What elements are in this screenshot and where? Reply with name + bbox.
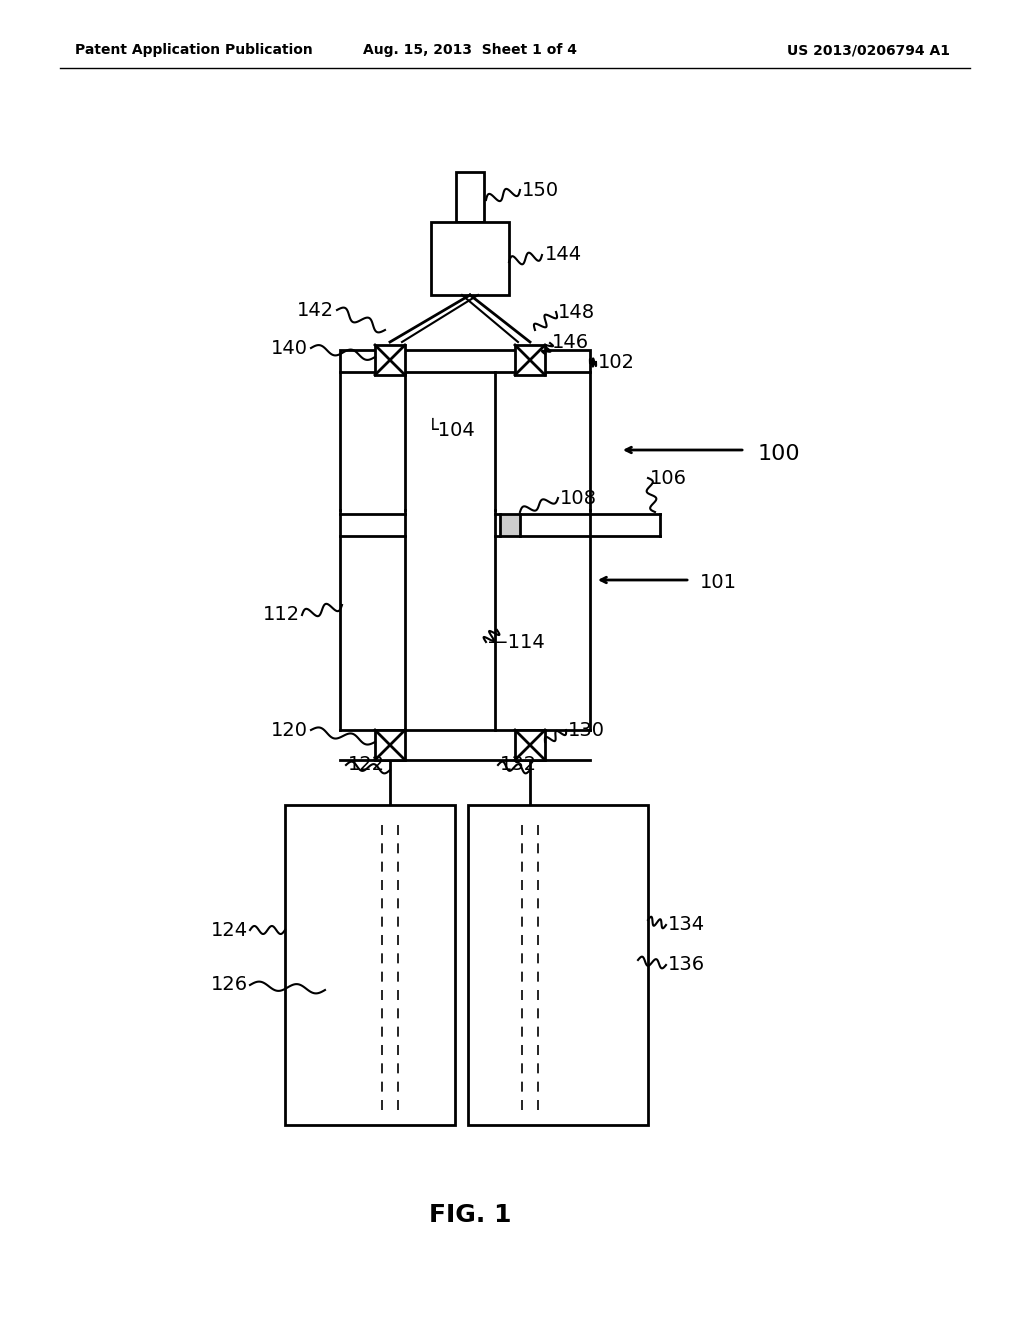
Text: 142: 142 <box>297 301 334 319</box>
Text: 136: 136 <box>668 956 706 974</box>
Text: 130: 130 <box>568 721 605 739</box>
Text: 108: 108 <box>560 488 597 507</box>
Text: FIG. 1: FIG. 1 <box>429 1203 511 1228</box>
Text: 120: 120 <box>271 721 308 739</box>
Text: Aug. 15, 2013  Sheet 1 of 4: Aug. 15, 2013 Sheet 1 of 4 <box>362 44 577 57</box>
Text: 106: 106 <box>650 469 687 487</box>
Bar <box>375 730 406 760</box>
Text: 112: 112 <box>263 606 300 624</box>
Text: —114: —114 <box>488 632 545 652</box>
Text: US 2013/0206794 A1: US 2013/0206794 A1 <box>787 44 950 57</box>
Text: 144: 144 <box>545 246 582 264</box>
Bar <box>285 805 455 1125</box>
Text: 132: 132 <box>500 755 538 775</box>
Bar <box>468 805 648 1125</box>
Bar <box>340 350 590 372</box>
Text: 150: 150 <box>522 181 559 199</box>
Bar <box>515 730 545 760</box>
Text: 146: 146 <box>552 334 589 352</box>
Text: └104: └104 <box>427 421 476 440</box>
Text: 126: 126 <box>211 975 248 994</box>
Text: 102: 102 <box>598 352 635 371</box>
Text: 134: 134 <box>668 916 706 935</box>
Bar <box>431 222 509 294</box>
Bar <box>500 513 520 536</box>
Text: 122: 122 <box>348 755 385 775</box>
Bar <box>515 345 545 375</box>
Text: Patent Application Publication: Patent Application Publication <box>75 44 312 57</box>
Text: 148: 148 <box>558 302 595 322</box>
Text: 124: 124 <box>211 920 248 940</box>
Text: 140: 140 <box>271 338 308 358</box>
Bar <box>375 345 406 375</box>
Text: 100: 100 <box>758 444 801 465</box>
Bar <box>456 172 484 222</box>
Text: 101: 101 <box>700 573 737 591</box>
